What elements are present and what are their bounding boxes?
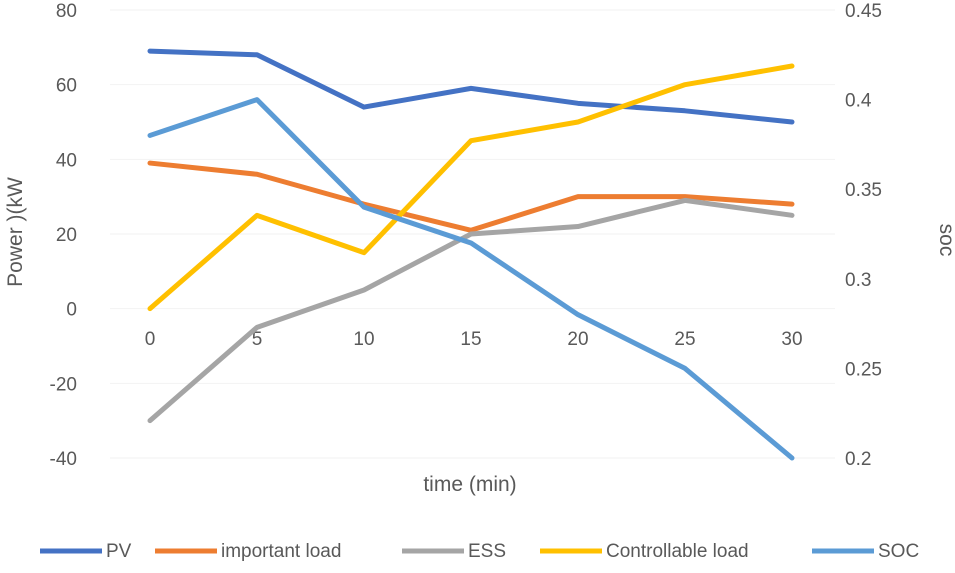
y-tick-label: 60 [56, 76, 77, 97]
series-line-important-load [147, 160, 795, 233]
legend-label: PV [106, 541, 132, 562]
legend: PV important load ESS Controllable load SOC [40, 541, 919, 562]
gridlines [110, 9, 835, 459]
legend-entry-ess: ESS [402, 541, 506, 562]
legend-label: ESS [468, 541, 506, 562]
y2-axis-title: soc [935, 224, 955, 257]
series-line-soc [147, 97, 795, 461]
y-tick-label: -20 [50, 374, 77, 395]
y2-tick-label: 0.25 [845, 359, 882, 380]
x-tick-label: 0 [145, 329, 156, 350]
x-tick-label: 15 [460, 329, 481, 350]
y2-tick-label: 0.35 [845, 180, 882, 201]
legend-label: Controllable load [606, 541, 749, 562]
y2-tick-label: 0.3 [845, 270, 871, 291]
y-tick-label: 20 [56, 225, 77, 246]
y2-tick-label: 0.4 [845, 91, 872, 112]
series-line-ess [147, 197, 795, 424]
x-tick-label: 20 [567, 329, 588, 350]
x-tick-label: 25 [674, 329, 695, 350]
right-axis-ticks: 0.2 0.25 0.3 0.35 0.4 0.45 [845, 1, 882, 470]
legend-entry-controllable-load: Controllable load [540, 541, 749, 562]
y-tick-label: 40 [56, 150, 77, 171]
legend-label: SOC [878, 541, 919, 562]
series-lines [147, 48, 795, 461]
x-axis-ticks: 0 5 10 15 20 25 30 [145, 329, 803, 350]
series-line-controllable-load [147, 63, 795, 312]
x-tick-label: 5 [252, 329, 263, 350]
y-tick-label: 80 [56, 1, 77, 22]
x-axis-title: time (min) [423, 473, 516, 496]
x-tick-label: 30 [781, 329, 802, 350]
series-line-pv [147, 48, 795, 125]
legend-entry-important-load: important load [155, 541, 341, 562]
legend-entry-pv: PV [40, 541, 132, 562]
y-axis-title: Power )(kW [4, 177, 27, 287]
y2-tick-label: 0.2 [845, 449, 871, 470]
y-tick-label: -40 [50, 449, 77, 470]
legend-entry-soc: SOC [812, 541, 919, 562]
y-tick-label: 0 [66, 300, 77, 321]
left-axis-ticks: -40 -20 0 20 40 60 80 [50, 1, 77, 470]
x-tick-label: 10 [353, 329, 374, 350]
legend-label: important load [221, 541, 341, 562]
y2-tick-label: 0.45 [845, 1, 882, 22]
